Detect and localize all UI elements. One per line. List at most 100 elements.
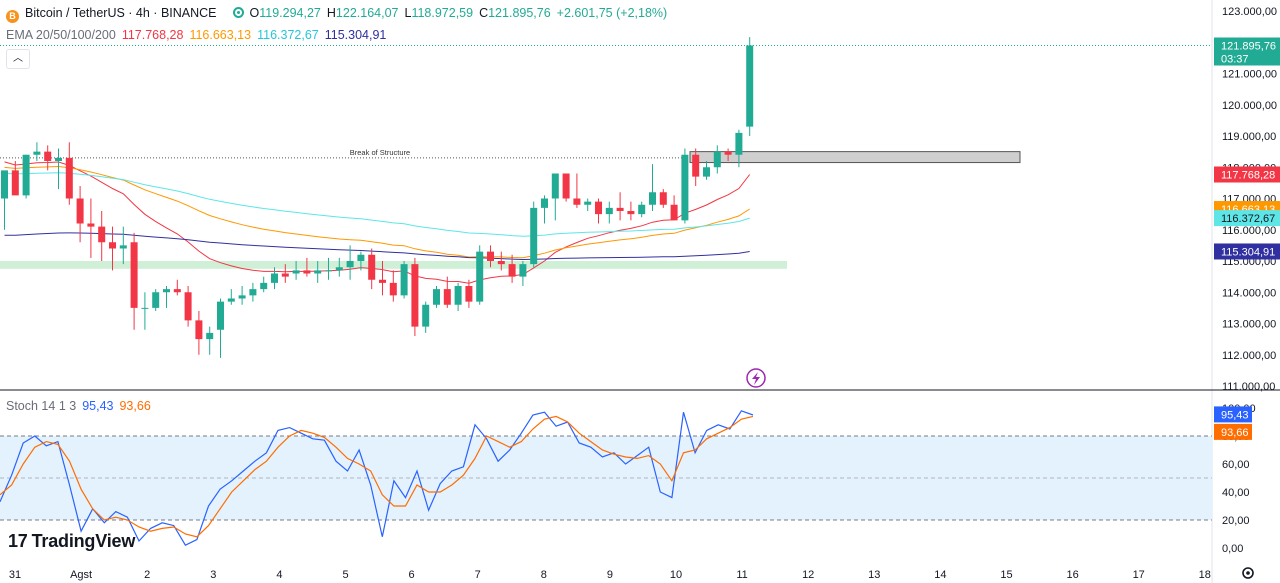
candle-body — [508, 264, 516, 277]
price-tick-label: 123.000,00 — [1222, 6, 1277, 18]
candle-body — [314, 270, 322, 274]
tradingview-mark-icon: 17 — [8, 531, 28, 551]
candle-body — [65, 157, 73, 199]
candle-body — [433, 289, 440, 305]
stoch-band-layer — [0, 435, 1212, 521]
price-tick-label: 113.000,00 — [1222, 319, 1276, 331]
tradingview-logo[interactable]: 17 TradingView — [8, 531, 135, 552]
support-zone — [0, 261, 787, 269]
ema-legend: EMA 20/50/100/200 117.768,28 116.663,13 116… — [6, 28, 392, 42]
ohlc-close: C121.895,76 — [479, 6, 551, 20]
ema-layer — [4, 161, 751, 284]
ema20-value: 117.768,28 — [121, 28, 184, 42]
time-tick-label: 8 — [541, 569, 547, 581]
candle-body — [411, 264, 419, 327]
stoch-k-tag — [1214, 406, 1252, 423]
candle-body — [692, 154, 700, 177]
symbol-title[interactable]: Bitcoin / TetherUS · 4h · BINANCE — [25, 6, 217, 20]
time-tick-label: 31 — [9, 569, 21, 581]
stoch-k-value: 95,43 — [82, 399, 114, 413]
price-tick-label: 119.000,00 — [1222, 131, 1276, 143]
candle-body — [681, 154, 689, 221]
candle-body — [530, 207, 538, 265]
stoch-layer — [0, 410, 754, 546]
candle-body — [659, 192, 667, 205]
ohlc-high: H122.164,07 — [326, 6, 399, 20]
ema20-price-tag-text: 117.768,28 — [1221, 169, 1275, 181]
candle-body — [335, 267, 343, 271]
ohlc-low: L118.972,59 — [404, 6, 474, 20]
candle-body — [260, 282, 268, 290]
candle-body — [44, 151, 52, 161]
stoch-legend-label[interactable]: Stoch 14 1 3 — [6, 399, 77, 413]
stoch-d-tag-text: 93,66 — [1221, 427, 1249, 439]
candle-body — [649, 192, 656, 205]
candle-body — [271, 273, 278, 283]
candle-body — [519, 264, 527, 277]
ema100-line — [4, 172, 750, 237]
candle-body — [476, 251, 484, 302]
time-tick-label: 7 — [475, 569, 481, 581]
ema200-value: 115.304,91 — [324, 28, 387, 42]
bos-zone — [689, 151, 1021, 164]
candle-body — [573, 198, 581, 205]
candle-body — [724, 151, 732, 155]
candle-body — [551, 173, 559, 199]
ema200-price-tag-text: 115.304,91 — [1221, 246, 1275, 258]
candle-body — [713, 151, 721, 168]
candle-body — [422, 304, 430, 327]
settings-gear-icon[interactable] — [1242, 567, 1254, 579]
ema20-price-tag — [1214, 166, 1280, 183]
ema-legend-label[interactable]: EMA 20/50/100/200 — [6, 28, 116, 42]
price-tick-label: 116.000,00 — [1222, 225, 1276, 237]
price-tick-label: 112.000,00 — [1222, 350, 1276, 362]
candle-body — [22, 154, 30, 196]
time-tick-label: 18 — [1199, 569, 1211, 581]
candle-body — [217, 301, 224, 330]
ema200-price-tag — [1214, 243, 1280, 260]
candle-body — [465, 286, 473, 302]
tag-layer: 121.895,7603:37117.768,28116.663,13116.3… — [1214, 37, 1280, 440]
tradingview-wordmark: TradingView — [31, 531, 136, 551]
stoch-d-tag — [1214, 423, 1252, 440]
time-tick-label: 16 — [1066, 569, 1078, 581]
time-tick-label: 15 — [1000, 569, 1012, 581]
candle-body — [746, 45, 754, 127]
time-tick-label: 5 — [342, 569, 348, 581]
time-tick-label: Agst — [70, 569, 92, 581]
candle-body — [627, 211, 635, 215]
candle-body — [195, 320, 203, 340]
candle-body — [33, 151, 41, 155]
candle-body — [1, 170, 8, 199]
candle-body — [184, 292, 192, 321]
zones-layer: Break of Structure — [0, 45, 1212, 269]
stoch-tick-label: 60,00 — [1222, 459, 1250, 471]
candle-body — [400, 264, 408, 296]
candle-body — [497, 261, 505, 265]
time-tick-label: 4 — [276, 569, 282, 581]
stoch-k-line — [0, 410, 754, 546]
candle-body — [325, 270, 332, 272]
price-tick-label: 111.000,00 — [1222, 381, 1275, 393]
candle-body — [76, 198, 84, 224]
candle-body — [163, 289, 170, 293]
stoch-d-line — [0, 415, 754, 538]
candle-body — [454, 286, 462, 305]
time-tick-label: 9 — [607, 569, 613, 581]
candle-body — [249, 289, 257, 296]
candle-body — [703, 167, 710, 177]
candle-body — [616, 207, 624, 211]
last-price-value: 121.895,76 — [1221, 41, 1276, 53]
ohlc-change: +2.601,75 (+2,18%) — [556, 6, 668, 20]
bitcoin-logo-icon: B — [6, 10, 19, 23]
lightning-icon[interactable] — [746, 368, 766, 388]
last-price-tag — [1214, 37, 1280, 66]
time-tick-label: 14 — [934, 569, 946, 581]
ema50-line — [4, 165, 750, 259]
candle-layer — [1, 37, 754, 358]
candle-body — [638, 204, 646, 215]
collapse-legend-button[interactable]: ︿ — [6, 49, 30, 69]
candle-body — [206, 332, 214, 340]
candle-body — [605, 207, 613, 215]
